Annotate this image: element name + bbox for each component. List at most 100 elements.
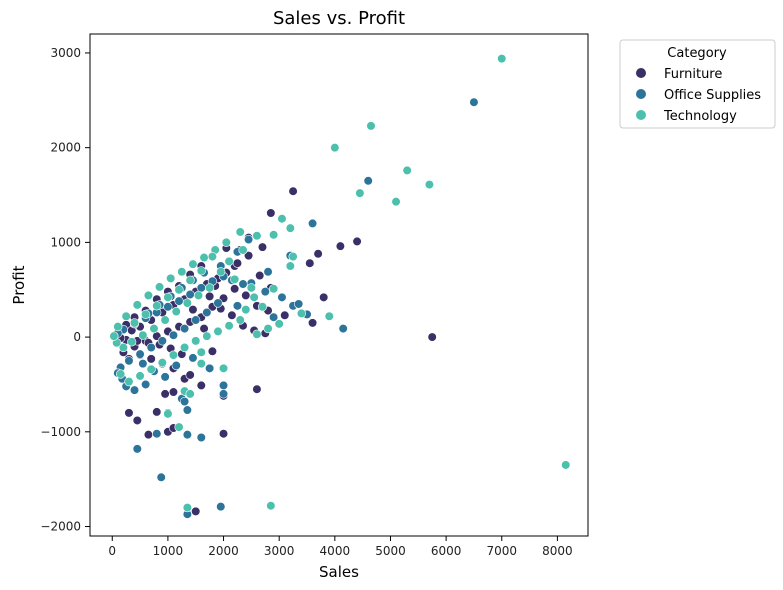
point-technology bbox=[179, 342, 190, 353]
point-office-supplies bbox=[141, 379, 151, 390]
point-office-supplies bbox=[277, 292, 287, 302]
point-technology bbox=[188, 259, 198, 269]
point-furniture bbox=[124, 408, 134, 418]
x-tick-label: 5000 bbox=[375, 544, 406, 558]
point-technology bbox=[285, 261, 295, 271]
point-office-supplies bbox=[182, 430, 192, 440]
point-office-supplies bbox=[163, 302, 173, 312]
point-office-supplies bbox=[363, 176, 373, 186]
y-tick-label: 3000 bbox=[50, 46, 81, 60]
point-furniture bbox=[132, 415, 142, 426]
point-technology bbox=[252, 231, 262, 241]
point-furniture bbox=[352, 236, 362, 247]
point-office-supplies bbox=[218, 380, 229, 391]
point-technology bbox=[263, 323, 273, 334]
point-technology bbox=[330, 143, 340, 153]
point-office-supplies bbox=[152, 429, 162, 439]
point-technology bbox=[152, 301, 162, 311]
point-office-supplies bbox=[171, 360, 181, 371]
point-technology bbox=[196, 266, 206, 276]
point-technology bbox=[561, 460, 571, 470]
point-technology bbox=[124, 377, 134, 387]
point-furniture bbox=[218, 429, 229, 439]
point-furniture bbox=[319, 292, 329, 302]
point-technology bbox=[129, 318, 140, 328]
point-technology bbox=[324, 311, 334, 321]
point-technology bbox=[196, 347, 206, 357]
point-technology bbox=[177, 267, 187, 277]
point-technology bbox=[185, 275, 195, 285]
y-axis-ticks: −2000 −1000 0 1000 2000 3000 bbox=[40, 46, 90, 534]
points-layer bbox=[109, 54, 571, 519]
point-furniture bbox=[160, 389, 170, 399]
y-tick-label: 2000 bbox=[50, 141, 81, 155]
point-office-supplies bbox=[168, 330, 179, 340]
point-furniture bbox=[143, 430, 154, 440]
point-furniture bbox=[307, 318, 318, 328]
point-technology bbox=[366, 121, 376, 131]
point-technology bbox=[149, 323, 159, 334]
point-technology bbox=[224, 256, 234, 266]
x-tick-label: 4000 bbox=[320, 544, 351, 558]
y-tick-label: −1000 bbox=[40, 425, 81, 439]
point-technology bbox=[118, 342, 128, 353]
point-furniture bbox=[227, 310, 237, 320]
x-tick-label: 6000 bbox=[431, 544, 462, 558]
x-tick-label: 1000 bbox=[153, 544, 184, 558]
point-technology bbox=[213, 326, 223, 337]
point-technology bbox=[224, 321, 234, 331]
point-furniture bbox=[191, 506, 201, 516]
point-technology bbox=[235, 315, 245, 325]
point-technology bbox=[157, 358, 167, 368]
point-technology bbox=[113, 322, 123, 332]
point-office-supplies bbox=[179, 396, 190, 407]
point-office-supplies bbox=[129, 385, 140, 395]
point-technology bbox=[296, 308, 307, 319]
x-axis-label: Sales bbox=[319, 563, 359, 581]
point-technology bbox=[424, 180, 435, 190]
point-technology bbox=[143, 290, 154, 301]
point-technology bbox=[135, 371, 145, 381]
point-technology bbox=[266, 501, 276, 511]
point-technology bbox=[288, 251, 298, 262]
point-technology bbox=[138, 330, 148, 340]
legend-label-office-supplies: Office Supplies bbox=[664, 88, 761, 103]
point-office-supplies bbox=[185, 289, 195, 300]
point-technology bbox=[218, 363, 229, 373]
point-furniture bbox=[280, 310, 290, 320]
point-technology bbox=[277, 214, 287, 224]
legend-marker-office-supplies bbox=[636, 89, 646, 99]
point-technology bbox=[355, 188, 365, 198]
point-technology bbox=[402, 165, 412, 175]
plot-area-frame bbox=[89, 33, 589, 537]
x-tick-label: 3000 bbox=[264, 544, 295, 558]
x-tick-label: 2000 bbox=[208, 544, 239, 558]
point-technology bbox=[132, 300, 142, 310]
y-tick-label: 0 bbox=[73, 330, 81, 344]
point-technology bbox=[116, 369, 126, 379]
point-technology bbox=[121, 311, 131, 321]
point-furniture bbox=[288, 186, 298, 196]
point-technology bbox=[146, 364, 156, 374]
point-furniture bbox=[146, 354, 156, 364]
point-furniture bbox=[243, 251, 254, 261]
point-furniture bbox=[188, 305, 198, 315]
point-technology bbox=[202, 331, 212, 341]
point-office-supplies bbox=[182, 405, 192, 415]
point-technology bbox=[182, 298, 192, 308]
point-office-supplies bbox=[218, 389, 229, 399]
point-technology bbox=[230, 274, 240, 284]
point-office-supplies bbox=[263, 267, 273, 277]
point-office-supplies bbox=[124, 356, 134, 366]
point-technology bbox=[185, 389, 195, 399]
legend-label-furniture: Furniture bbox=[664, 67, 722, 82]
point-technology bbox=[127, 337, 137, 347]
point-office-supplies bbox=[232, 301, 243, 311]
point-office-supplies bbox=[307, 218, 318, 229]
point-office-supplies bbox=[191, 315, 201, 325]
point-office-supplies bbox=[294, 299, 304, 309]
point-office-supplies bbox=[269, 312, 279, 322]
point-technology bbox=[191, 336, 201, 346]
point-technology bbox=[174, 422, 184, 432]
y-tick-label: −2000 bbox=[40, 520, 81, 534]
